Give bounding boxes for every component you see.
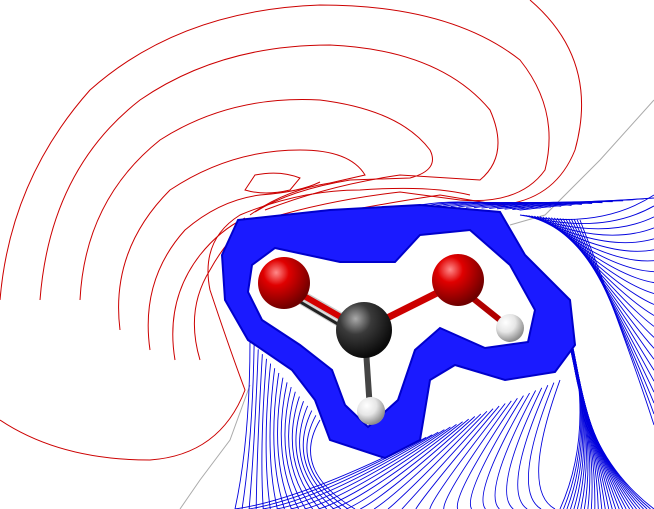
negative-contour-3	[0, 4, 550, 301]
positive-contour-12	[551, 217, 654, 316]
positive-contour-85	[284, 386, 306, 509]
positive-contour-58	[332, 421, 463, 509]
positive-contour-83	[277, 377, 292, 509]
positive-contour-91	[306, 415, 349, 509]
positive-contour-15	[559, 218, 654, 349]
positive-contour-60	[360, 416, 476, 509]
positive-contour-70	[494, 390, 537, 509]
positive-contour-61	[373, 413, 482, 509]
positive-contour-19	[571, 219, 654, 393]
molecular-surface-band	[220, 203, 577, 460]
positive-contour-79	[261, 358, 267, 509]
positive-contour-90	[302, 410, 342, 509]
negative-contour-7	[147, 181, 321, 351]
positive-contour-73	[527, 382, 555, 509]
oxygen-atom-double	[258, 257, 310, 309]
positive-contour-21	[576, 219, 654, 415]
positive-contour-64	[415, 405, 500, 509]
positive-contour-17	[565, 218, 654, 371]
positive-contour-59	[346, 418, 469, 509]
positive-contour-87	[291, 396, 321, 509]
positive-contour-57	[318, 423, 457, 509]
positive-contour-68	[470, 395, 524, 509]
oxygen-atom-hydroxyl	[432, 254, 484, 306]
positive-contour-65	[429, 403, 506, 509]
positive-contour-66	[443, 400, 512, 509]
positive-contour-67	[456, 398, 518, 509]
positive-contour-62	[387, 410, 488, 509]
positive-contour-80	[265, 363, 272, 509]
positive-contour-16	[562, 218, 654, 360]
positive-contour-92	[310, 419, 356, 509]
hydrogen-atom-carbon	[357, 397, 385, 425]
positive-contour-11	[548, 217, 654, 305]
atoms	[258, 254, 524, 425]
positive-contour-72	[517, 385, 549, 509]
positive-contour-77	[248, 349, 259, 509]
positive-contour-14	[556, 217, 654, 338]
positive-contour-76	[241, 344, 255, 509]
positive-contour-50	[574, 369, 654, 509]
hydrogen-atom-hydroxyl	[496, 314, 524, 342]
negative-contour-4	[39, 44, 499, 301]
positive-contour-20	[573, 219, 654, 404]
positive-contour-55	[290, 429, 445, 509]
carbon-atom	[336, 302, 392, 358]
negative-contour-5	[79, 99, 433, 301]
positive-contour-106	[519, 197, 654, 211]
positive-contour-13	[553, 217, 654, 327]
positive-contour-88	[295, 401, 328, 509]
positive-contour-9	[542, 216, 654, 284]
positive-contour-78	[255, 354, 263, 509]
positive-contour-86	[288, 391, 314, 509]
positive-contour-74	[538, 379, 561, 509]
negative-contour-8	[172, 217, 246, 361]
positive-contour-84	[280, 382, 299, 509]
positive-contour-75	[234, 339, 251, 509]
positive-contour-63	[401, 408, 494, 509]
positive-contour-18	[568, 218, 654, 382]
positive-contour-82	[273, 372, 285, 509]
negative-contour-9	[244, 172, 301, 194]
positive-contour-22	[579, 219, 654, 426]
negative-contour-6	[118, 149, 366, 331]
positive-potential-contours	[234, 194, 654, 509]
positive-contour-56	[304, 426, 451, 509]
positive-contour-89	[299, 405, 335, 509]
positive-contour-10	[545, 216, 654, 295]
positive-contour-81	[269, 368, 278, 509]
positive-contour-71	[506, 387, 543, 509]
zero-potential-contour	[179, 99, 654, 509]
negative-contour-2	[0, 187, 471, 461]
positive-contour-69	[482, 392, 530, 509]
